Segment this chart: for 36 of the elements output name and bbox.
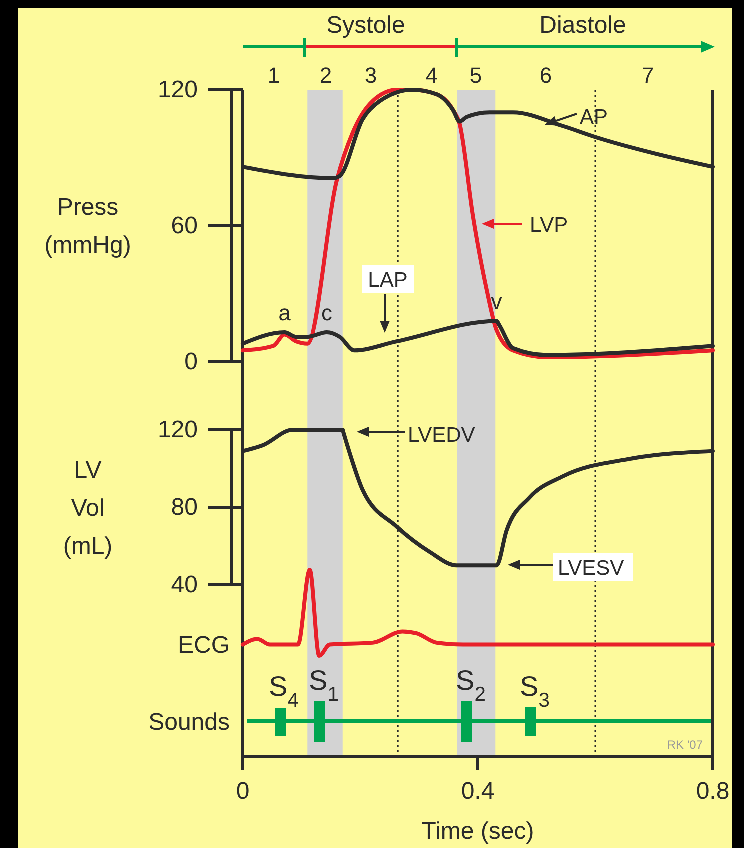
- text: Sounds: [148, 709, 230, 736]
- text: 1: [268, 63, 280, 88]
- legend-label: LVP: [530, 214, 568, 237]
- annotation: a: [278, 300, 292, 326]
- text: 7: [642, 63, 654, 88]
- legend-label: AP: [580, 106, 608, 129]
- annotation: RK '07: [667, 738, 704, 752]
- y-axis-title: LV Vol (mL): [63, 457, 113, 560]
- text: 3: [364, 63, 378, 88]
- text: 5: [470, 63, 482, 88]
- annotation: S$_{4}$: [269, 671, 299, 712]
- x-tick-label: 0.4: [461, 778, 495, 806]
- y-axis-title: ECG: [178, 632, 230, 659]
- x-tick-label: 0.8: [696, 778, 730, 806]
- text: Diastole: [540, 12, 626, 39]
- text: Systole: [326, 12, 406, 39]
- y-tick-label: 60: [171, 212, 198, 240]
- annotation: S$_{2}$: [456, 665, 486, 706]
- annotation: S$_{3}$: [520, 671, 550, 712]
- text: 2: [320, 63, 332, 88]
- text: 6: [540, 63, 552, 88]
- annotation: c: [322, 300, 333, 326]
- y-tick-label: 80: [171, 494, 198, 522]
- annotation: v: [491, 289, 502, 314]
- legend-label: LVESV: [558, 557, 624, 580]
- x-tick-label: 0: [236, 778, 250, 806]
- y-tick-label: 120: [158, 416, 198, 444]
- text: 4: [426, 63, 438, 88]
- x-axis-title: Time (sec): [422, 818, 534, 845]
- annotation: S$_{1}$: [309, 665, 339, 706]
- y-tick-label: 40: [171, 572, 198, 599]
- y-axis-title: Press (mmHg): [44, 194, 132, 259]
- y-tick-label: 120: [158, 76, 198, 104]
- legend-label: LVEDV: [408, 424, 476, 447]
- text: LAP: [368, 269, 408, 292]
- y-tick-label: 0: [184, 348, 198, 376]
